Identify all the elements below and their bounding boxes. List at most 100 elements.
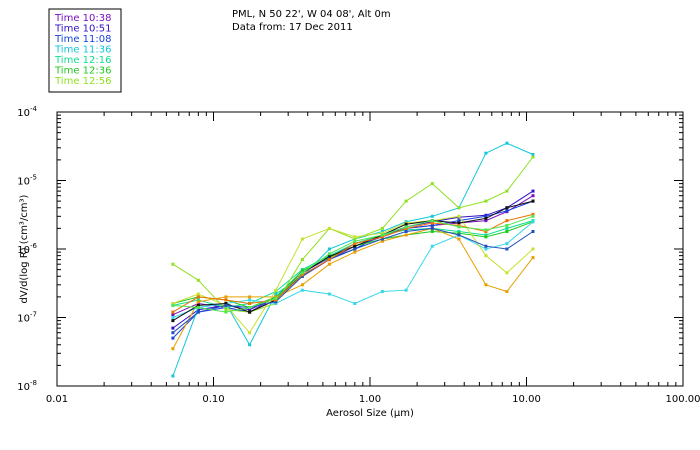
series-layer	[171, 141, 535, 378]
series-12	[171, 226, 535, 335]
data-point	[300, 273, 304, 277]
data-point	[353, 244, 357, 248]
y-tick-exponent: -6	[30, 242, 38, 250]
data-point	[353, 239, 357, 243]
data-point	[484, 216, 488, 220]
y-tick-label: 10-5	[17, 174, 37, 188]
data-point	[430, 224, 434, 227]
data-point	[484, 228, 488, 232]
y-tick-exponent: -8	[30, 379, 37, 387]
data-point	[531, 155, 535, 159]
data-point	[171, 302, 175, 305]
data-point	[505, 242, 509, 246]
x-tick-label: 10.00	[512, 394, 541, 405]
y-tick-label: 10-7	[17, 311, 37, 325]
data-point	[248, 306, 252, 309]
data-point	[404, 225, 408, 229]
data-point	[430, 221, 434, 225]
data-point	[430, 219, 434, 223]
data-point	[457, 237, 461, 241]
series-line	[172, 142, 534, 377]
y-tick-exponent: -7	[30, 311, 37, 319]
data-point	[224, 302, 228, 305]
data-point	[327, 252, 331, 256]
data-point	[404, 199, 408, 203]
data-point	[430, 244, 434, 248]
data-point	[300, 283, 304, 287]
data-point	[531, 153, 535, 156]
series-13	[171, 212, 535, 314]
data-point	[274, 300, 278, 304]
x-axis-label: Aerosol Size (µm)	[326, 408, 414, 419]
data-point	[505, 271, 509, 275]
data-point	[171, 303, 175, 307]
data-point	[171, 347, 175, 351]
data-point	[505, 206, 509, 210]
y-tick-exponent: -5	[30, 174, 37, 182]
data-point	[430, 230, 434, 233]
series-line	[172, 220, 534, 309]
data-point	[531, 194, 535, 198]
data-point	[171, 374, 175, 378]
y-tick-base: 10	[17, 245, 30, 256]
data-point	[404, 288, 408, 292]
data-point	[484, 230, 488, 233]
data-point	[531, 214, 535, 218]
data-point	[171, 336, 175, 340]
data-point	[171, 319, 175, 323]
data-point	[196, 298, 200, 302]
data-point	[430, 214, 434, 218]
data-point	[353, 237, 357, 241]
data-point	[224, 308, 228, 312]
data-point	[196, 292, 200, 296]
data-point	[300, 258, 304, 262]
data-point	[274, 298, 278, 302]
data-point	[274, 296, 278, 300]
data-point	[505, 247, 509, 251]
data-point	[457, 225, 461, 229]
data-point	[327, 254, 331, 258]
data-point	[171, 326, 175, 330]
data-point	[380, 230, 384, 233]
y-tick-label: 10-4	[17, 105, 37, 119]
data-point	[484, 219, 488, 223]
data-point	[224, 295, 228, 299]
data-point	[248, 302, 252, 305]
data-point	[404, 222, 408, 226]
data-point	[196, 303, 200, 307]
data-point	[327, 292, 331, 296]
data-point	[171, 313, 175, 317]
data-point	[300, 288, 304, 292]
data-point	[484, 244, 488, 248]
data-point	[457, 231, 461, 235]
data-point	[484, 151, 488, 155]
data-point	[248, 310, 252, 314]
data-point	[404, 230, 408, 233]
series-11	[171, 199, 535, 323]
data-point	[248, 343, 252, 347]
data-point	[327, 226, 331, 230]
data-point	[248, 295, 252, 299]
data-point	[171, 262, 175, 266]
data-point	[353, 242, 357, 246]
data-point	[327, 247, 331, 251]
data-point	[484, 199, 488, 203]
data-point	[327, 262, 331, 266]
data-point	[380, 226, 384, 230]
data-point	[224, 306, 228, 309]
data-point	[505, 226, 509, 230]
data-point	[531, 212, 535, 216]
data-point	[196, 278, 200, 282]
data-point	[300, 269, 304, 273]
data-point	[457, 230, 461, 233]
data-point	[300, 271, 304, 275]
data-point	[274, 288, 278, 292]
data-point	[457, 221, 461, 225]
data-point	[353, 250, 357, 254]
series-3	[171, 199, 535, 340]
y-tick-label: 10-8	[17, 379, 37, 393]
legend-entry: Time 12:16	[54, 55, 111, 66]
y-tick-base: 10	[17, 382, 30, 393]
data-point	[505, 209, 509, 213]
